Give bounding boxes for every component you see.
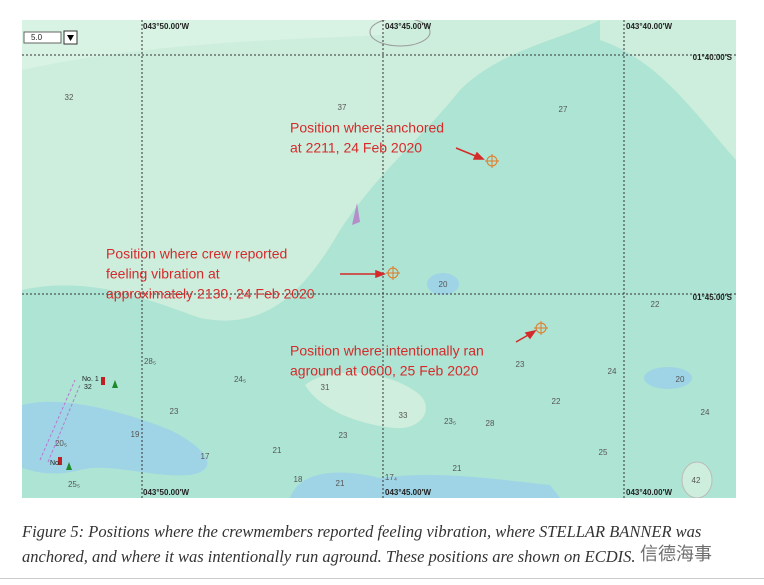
annotation: aground at 0600, 25 Feb 2020: [290, 363, 479, 379]
depth-sounding: 21: [273, 446, 282, 455]
annotation: feeling vibration at: [106, 266, 220, 282]
longitude-label: 043°50.00'W: [143, 22, 189, 31]
depth-sounding: 28: [486, 419, 495, 428]
depth-sounding: 24: [608, 367, 617, 376]
depth-sounding: 28₅: [144, 357, 156, 366]
annotation: Position where anchored: [290, 120, 444, 136]
latitude-label: 01°40.00'S: [693, 53, 733, 62]
depth-sounding: 24: [701, 408, 710, 417]
depth-sounding: 24₅: [234, 375, 246, 384]
scale-box: 5.0: [23, 30, 78, 45]
depth-sounding: 22: [651, 300, 660, 309]
divider: [0, 578, 764, 579]
depth-sounding: 20: [439, 280, 448, 289]
annotation: at 2211, 24 Feb 2020: [290, 140, 422, 156]
longitude-label: 043°50.00'W: [143, 488, 189, 497]
scale-value: 5.0: [31, 33, 43, 42]
latitude-label: 01°45.00'S: [693, 293, 733, 302]
depth-sounding: 25: [599, 448, 608, 457]
depth-sounding: 20: [676, 375, 685, 384]
longitude-label: 043°45.00'W: [385, 22, 431, 31]
depth-sounding: 20₅: [55, 439, 67, 448]
annotation: Position where crew reported: [106, 246, 287, 262]
depth-sounding: 31: [321, 383, 330, 392]
depth-sounding: 21: [336, 479, 345, 488]
figure-caption: Figure 5: Positions where the crewmember…: [22, 522, 702, 566]
nautical-chart: 5.0 043°50.00'W 043°45.00'W 043°40.00'W 043…: [22, 20, 736, 498]
depth-sounding: 23: [339, 431, 348, 440]
depth-sounding: 17: [201, 452, 210, 461]
watermark: 信德海事: [640, 544, 712, 565]
longitude-label: 043°40.00'W: [626, 22, 672, 31]
depth-sounding: 22: [552, 397, 561, 406]
depth-sounding: 19: [131, 430, 140, 439]
depth-sounding: 25₅: [68, 480, 80, 489]
buoy-label: No. 1: [82, 376, 99, 383]
buoy-label: 32: [84, 384, 92, 391]
longitude-label: 043°45.00'W: [385, 488, 431, 497]
depth-sounding: 32: [65, 93, 74, 102]
depth-sounding: 33: [399, 411, 408, 420]
annotation: approximately 2130, 24 Feb 2020: [106, 286, 315, 302]
depth-sounding: 18: [294, 475, 303, 484]
depth-sounding: 17₄: [385, 473, 397, 482]
depth-sounding: 21: [453, 464, 462, 473]
depth-sounding: 23: [170, 407, 179, 416]
markers: [58, 147, 548, 470]
annotation: Position where intentionally ran: [290, 343, 484, 359]
buoy-label: No.: [50, 460, 61, 467]
grid: [22, 20, 736, 498]
depth-sounding: 23: [516, 360, 525, 369]
depth-sounding: 37: [338, 103, 347, 112]
depth-sounding: 23₅: [444, 417, 456, 426]
longitude-label: 043°40.00'W: [626, 488, 672, 497]
depth-sounding: 27: [559, 105, 568, 114]
depth-sounding: 42: [692, 476, 701, 485]
